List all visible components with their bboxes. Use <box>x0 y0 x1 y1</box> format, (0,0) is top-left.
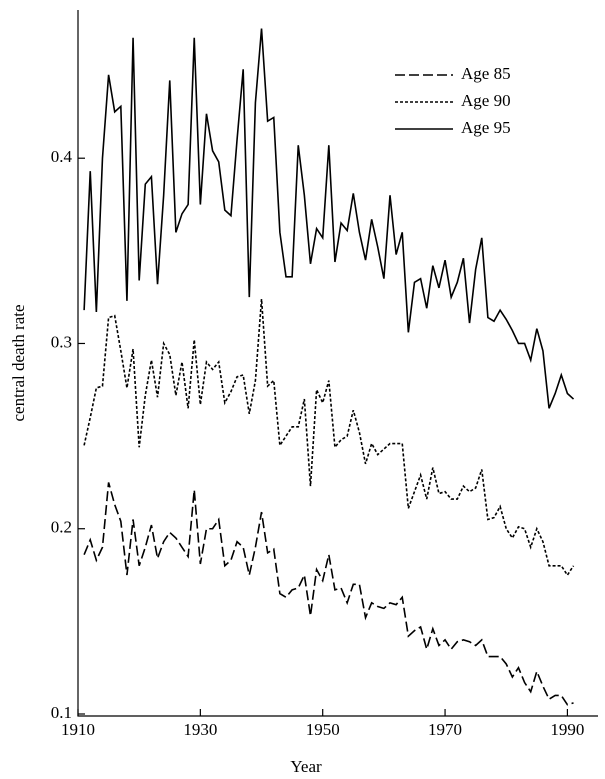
y-tick-label: 0.4 <box>51 147 73 166</box>
axes <box>77 10 598 717</box>
x-axis-label: Year <box>290 757 322 776</box>
y-tick-label: 0.2 <box>51 518 72 537</box>
x-tick-label: 1950 <box>306 720 340 739</box>
legend-label: Age 95 <box>461 118 511 137</box>
x-tick-label: 1930 <box>183 720 217 739</box>
y-tick-label: 0.1 <box>51 703 72 722</box>
legend-label: Age 90 <box>461 91 511 110</box>
x-tick-label: 1990 <box>550 720 584 739</box>
line <box>83 28 575 409</box>
x-tick-label: 1910 <box>61 720 95 739</box>
x-tick-label: 1970 <box>428 720 462 739</box>
legend-label: Age 85 <box>461 64 511 83</box>
line <box>83 298 575 577</box>
line <box>83 482 574 706</box>
y-axis-label: central death rate <box>9 304 28 421</box>
y-tick-label: 0.3 <box>51 332 72 351</box>
